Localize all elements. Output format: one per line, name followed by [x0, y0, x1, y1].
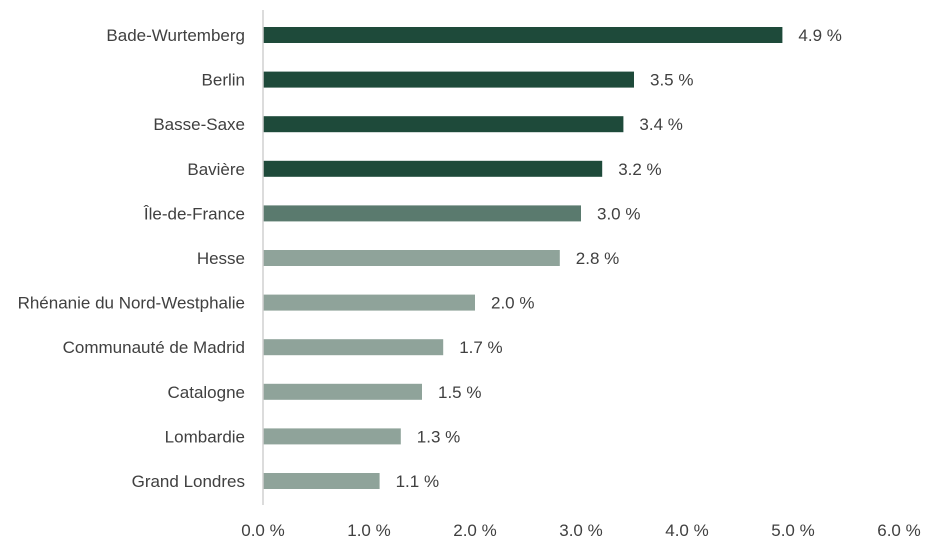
category-label: Bavière	[187, 160, 245, 179]
bar	[263, 473, 380, 489]
x-tick-label: 4.0 %	[665, 521, 708, 538]
bar	[263, 383, 422, 400]
bar	[263, 205, 581, 222]
value-label: 1.3 %	[417, 427, 460, 446]
value-label: 3.0 %	[597, 204, 640, 223]
x-tick-label: 3.0 %	[559, 521, 602, 538]
bar	[263, 71, 634, 88]
category-label: Catalogne	[167, 383, 245, 402]
value-label: 3.4 %	[639, 115, 682, 134]
x-tick-label: 6.0 %	[877, 521, 920, 538]
bar	[263, 250, 560, 266]
value-label: 2.0 %	[491, 294, 534, 313]
x-tick-label: 5.0 %	[771, 521, 814, 538]
bar	[263, 294, 475, 311]
x-tick-label: 2.0 %	[453, 521, 496, 538]
value-label: 1.5 %	[438, 383, 481, 402]
x-axis-ticks: 0.0 % 1.0 % 2.0 % 3.0 % 4.0 % 5.0 % 6.0 %	[241, 521, 920, 538]
bar	[263, 339, 444, 356]
value-label: 1.1 %	[396, 472, 439, 491]
bar	[263, 116, 624, 133]
x-tick-label: 1.0 %	[347, 521, 390, 538]
value-label: 3.2 %	[618, 160, 661, 179]
bar	[263, 27, 783, 43]
bars-layer	[263, 27, 783, 489]
category-label: Communauté de Madrid	[63, 338, 245, 357]
value-label: 1.7 %	[459, 338, 502, 357]
value-label: 2.8 %	[576, 249, 619, 268]
category-label: Grand Londres	[132, 472, 245, 491]
category-label: Lombardie	[165, 427, 245, 446]
bar	[263, 428, 401, 445]
category-label: Basse-Saxe	[153, 115, 245, 134]
bar	[263, 160, 603, 177]
category-label: Hesse	[197, 249, 245, 268]
value-label: 3.5 %	[650, 71, 693, 90]
value-label: 4.9 %	[798, 26, 841, 45]
x-tick-label: 0.0 %	[241, 521, 284, 538]
labels-layer: Bade-Wurtemberg 4.9 % Berlin 3.5 % Basse-Sax…	[18, 26, 842, 491]
category-label: Rhénanie du Nord-Westphalie	[18, 294, 245, 313]
category-label: Bade-Wurtemberg	[106, 26, 245, 45]
category-label: Berlin	[202, 71, 245, 90]
category-label: Île-de-France	[143, 204, 245, 223]
